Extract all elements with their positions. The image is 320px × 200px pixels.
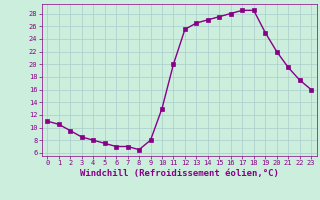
X-axis label: Windchill (Refroidissement éolien,°C): Windchill (Refroidissement éolien,°C) [80, 169, 279, 178]
